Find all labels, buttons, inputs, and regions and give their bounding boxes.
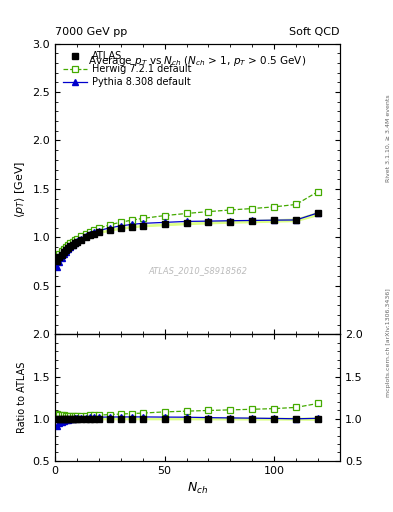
Text: 7000 GeV pp: 7000 GeV pp [55,27,127,37]
Y-axis label: $\langle p_T \rangle$ [GeV]: $\langle p_T \rangle$ [GeV] [13,160,27,218]
Text: Soft QCD: Soft QCD [290,27,340,37]
Text: mcplots.cern.ch [arXiv:1306.3436]: mcplots.cern.ch [arXiv:1306.3436] [386,289,391,397]
Text: Rivet 3.1.10, ≥ 3.4M events: Rivet 3.1.10, ≥ 3.4M events [386,94,391,182]
X-axis label: $N_{ch}$: $N_{ch}$ [187,481,208,496]
Y-axis label: Ratio to ATLAS: Ratio to ATLAS [17,362,27,433]
Legend: ATLAS, Herwig 7.2.1 default, Pythia 8.308 default: ATLAS, Herwig 7.2.1 default, Pythia 8.30… [60,48,195,90]
Text: Average $p_T$ vs $N_{ch}$ ($N_{ch}$ > 1, $p_T$ > 0.5 GeV): Average $p_T$ vs $N_{ch}$ ($N_{ch}$ > 1,… [88,54,307,68]
Text: ATLAS_2010_S8918562: ATLAS_2010_S8918562 [148,266,247,275]
